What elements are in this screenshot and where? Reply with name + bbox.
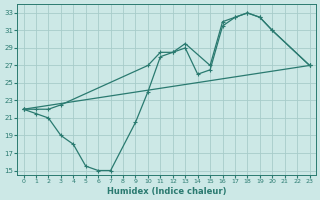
X-axis label: Humidex (Indice chaleur): Humidex (Indice chaleur) <box>107 187 226 196</box>
